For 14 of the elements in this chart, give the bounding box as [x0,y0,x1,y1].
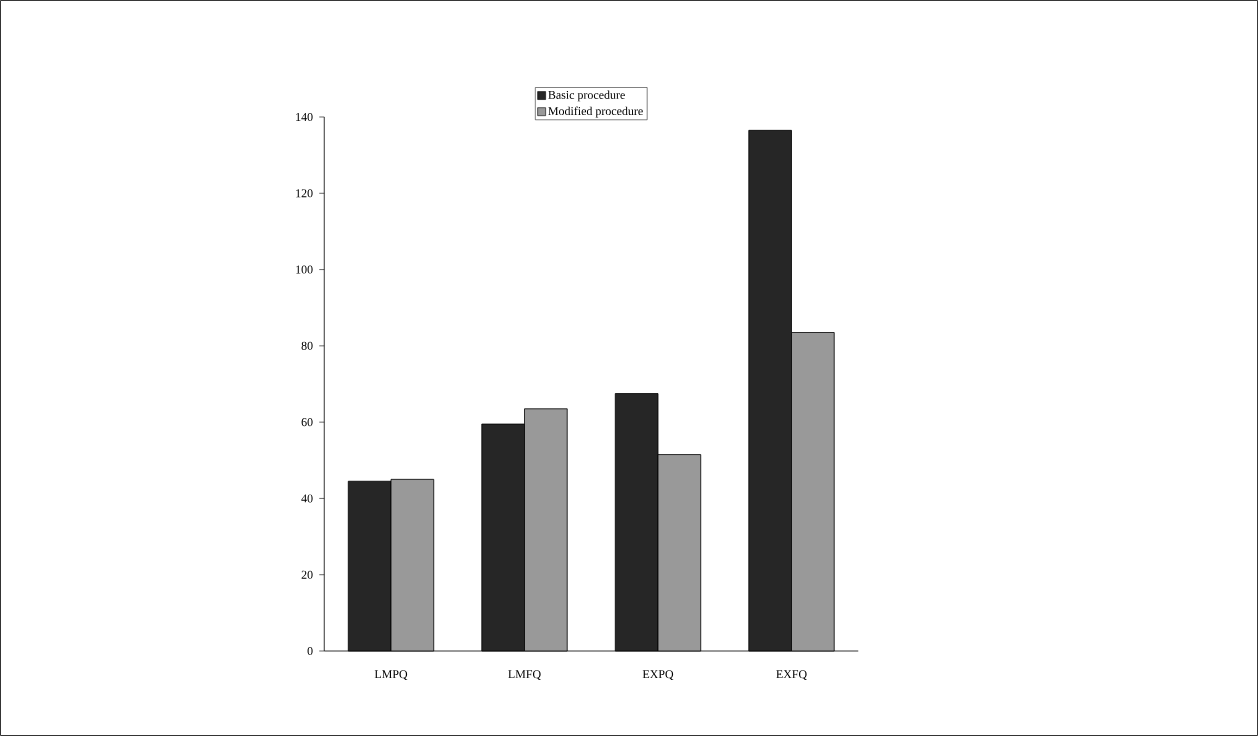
y-tick-label: 60 [301,418,313,427]
y-tick-label: 0 [307,646,313,656]
x-tick-label: EXPQ [642,670,674,681]
legend-label: Modified procedure [548,106,643,118]
y-tick-label: 80 [301,341,313,350]
y-tick-label: 20 [301,570,313,579]
legend-label: Basic procedure [548,90,625,102]
x-tick-label: EXFQ [776,670,807,681]
y-tick-label: 40 [301,494,313,503]
y-tick-label: 140 [296,112,313,122]
y-tick-label: 120 [296,189,313,198]
y-tick-label: 100 [296,265,313,274]
x-tick-label: LMPQ [374,670,408,681]
x-tick-label: LMFQ [508,670,541,681]
